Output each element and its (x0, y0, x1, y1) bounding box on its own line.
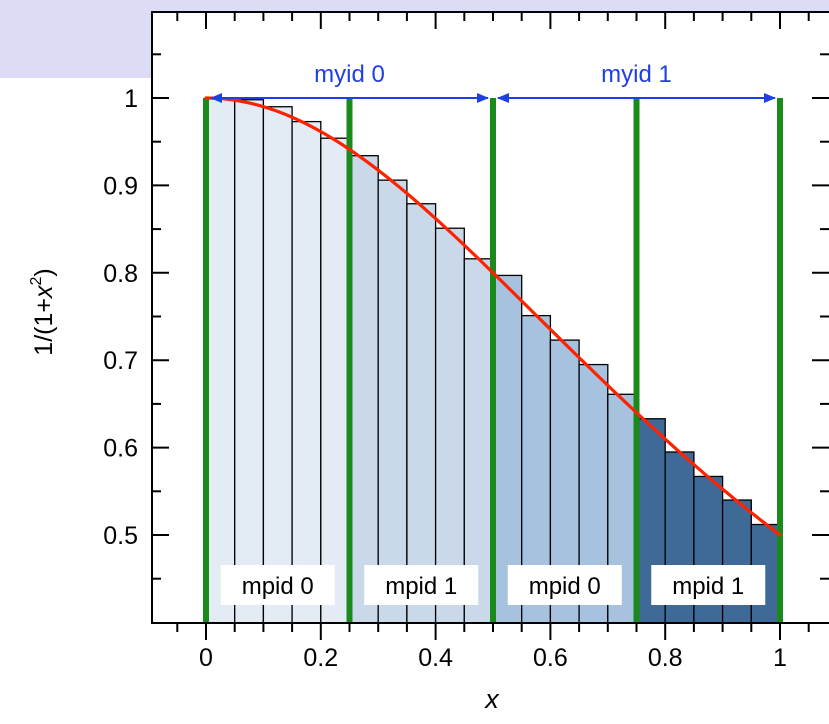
x-tick-label-2: 0.2 (303, 644, 338, 672)
bar-6 (348, 155, 379, 624)
bars-layer (205, 97, 781, 624)
x-tick-label-1: 0 (199, 644, 213, 672)
y-tick-label-1: 0.5 (103, 522, 138, 550)
arrow-label-1: myid 0 (314, 61, 385, 88)
region-label-box (220, 565, 335, 605)
axes-layer: 0.5 0.6 0.7 0.8 0.9 1 0 0.2 0.4 0.6 0.8 1 (103, 11, 829, 672)
x-tick-label-5: 0.8 (648, 644, 683, 672)
region-label-box (651, 565, 766, 605)
x-tick-label-6: 1 (773, 644, 787, 672)
region-label-text: mpid 1 (672, 573, 744, 600)
y-axis-label: 1/(1+x2) (28, 268, 58, 355)
bar-2 (234, 99, 265, 624)
background-band-top (0, 0, 829, 12)
region-labels-layer: mpid 0 mpid 1 mpid 0 mpid 1 (220, 565, 766, 605)
bar-5 (320, 137, 351, 624)
y-tick-label-3: 0.7 (103, 347, 138, 375)
x-tick-label-3: 0.4 (418, 644, 453, 672)
x-axis-label: x (483, 684, 500, 714)
region-label-text: mpid 0 (242, 573, 314, 600)
arrows-layer: myid 0 myid 1 (210, 61, 776, 103)
bar-9 (434, 227, 465, 624)
background-band-left (0, 0, 152, 78)
region-label-text: mpid 0 (529, 573, 601, 600)
region-label-text: mpid 1 (385, 573, 457, 600)
bar-3 (262, 106, 293, 624)
x-tick-label-4: 0.6 (533, 644, 568, 672)
region-label-4: mpid 1 (651, 565, 766, 605)
region-label-3: mpid 0 (507, 565, 622, 605)
arrow-label-2: myid 1 (601, 61, 672, 88)
bar-1 (205, 97, 236, 624)
bar-4 (291, 120, 322, 624)
curve-layer (204, 96, 782, 537)
function-curve (204, 96, 782, 537)
region-label-box (364, 565, 479, 605)
bar-7 (377, 179, 408, 624)
region-label-box (507, 565, 622, 605)
y-tick-label-4: 0.8 (103, 260, 138, 288)
region-label-1: mpid 0 (220, 565, 335, 605)
y-tick-label-5: 0.9 (103, 172, 138, 200)
y-tick-label-2: 0.6 (103, 435, 138, 463)
bar-8 (406, 203, 437, 624)
bar-10 (463, 258, 494, 624)
y-tick-label-6: 1 (124, 85, 138, 113)
region-label-2: mpid 1 (364, 565, 479, 605)
